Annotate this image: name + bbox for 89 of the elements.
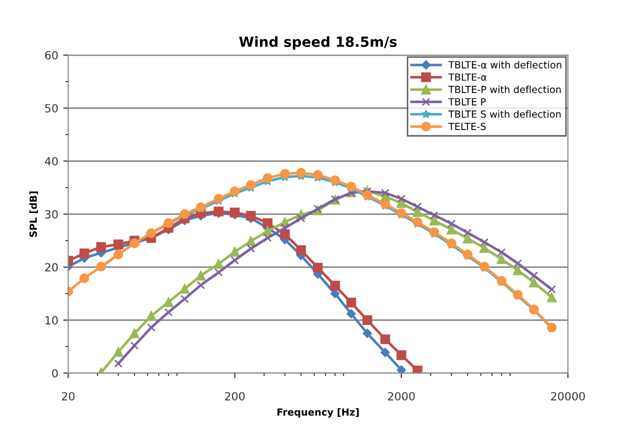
point xyxy=(512,265,523,276)
point xyxy=(230,256,239,264)
point xyxy=(412,366,422,374)
point xyxy=(480,238,489,246)
point xyxy=(280,224,290,232)
point xyxy=(246,244,256,253)
point xyxy=(246,180,256,190)
point xyxy=(214,259,224,269)
point xyxy=(330,280,340,291)
point xyxy=(396,350,406,360)
y-tick-label: 50 xyxy=(45,104,58,112)
point xyxy=(429,216,440,226)
y-tick-label: 20 xyxy=(45,263,58,272)
point xyxy=(497,248,506,256)
point xyxy=(396,198,406,208)
point xyxy=(146,311,156,321)
point xyxy=(214,268,223,277)
point xyxy=(380,348,390,358)
point xyxy=(296,168,306,178)
y-tick-label: 10 xyxy=(46,316,58,324)
x-tick-label: 20000 xyxy=(551,392,585,400)
point xyxy=(96,242,106,252)
point xyxy=(496,254,506,264)
point xyxy=(262,173,272,183)
point xyxy=(380,334,390,344)
point xyxy=(314,204,322,213)
point xyxy=(312,262,323,273)
point xyxy=(280,229,290,240)
point xyxy=(246,210,256,221)
chart-title: Wind speed 18.5m/s xyxy=(239,36,397,50)
legend-label: TBLTE-α with deflection xyxy=(448,60,562,68)
point xyxy=(479,243,490,253)
point xyxy=(130,341,139,350)
legend-label: TBLTE-α xyxy=(448,74,487,81)
point xyxy=(514,259,522,268)
y-tick-label: 40 xyxy=(44,157,58,166)
point xyxy=(196,280,205,290)
legend-label: TBLTE S with deflection xyxy=(448,110,561,118)
point xyxy=(412,207,422,217)
point xyxy=(548,285,556,294)
point xyxy=(180,294,189,304)
x-tick-label: 2000 xyxy=(388,392,415,400)
legend-label: TELTE-S xyxy=(448,122,486,130)
point xyxy=(79,248,90,258)
point xyxy=(164,297,174,307)
point xyxy=(113,347,124,357)
point xyxy=(114,359,123,368)
point xyxy=(396,365,406,374)
y-tick-label: 60 xyxy=(45,51,58,60)
point xyxy=(530,271,538,280)
point xyxy=(312,170,323,180)
point xyxy=(214,194,224,204)
point xyxy=(296,245,306,256)
point xyxy=(246,236,256,246)
point xyxy=(413,202,422,211)
point xyxy=(113,239,124,250)
point xyxy=(130,328,140,338)
point xyxy=(362,328,372,338)
point xyxy=(147,323,156,332)
point xyxy=(79,273,90,284)
point xyxy=(263,234,272,242)
point xyxy=(381,188,390,198)
point xyxy=(462,234,472,244)
legend-label: TBLTE-P with deflection xyxy=(448,86,561,94)
point xyxy=(446,224,456,234)
point xyxy=(546,292,557,302)
point xyxy=(230,246,240,257)
point xyxy=(164,308,173,316)
point xyxy=(397,194,406,203)
x-axis-title: Frequency [Hz] xyxy=(277,408,359,418)
point xyxy=(362,315,372,325)
y-axis-title: SPL [dB] xyxy=(29,191,38,237)
point xyxy=(346,298,356,308)
point xyxy=(447,219,456,228)
point xyxy=(296,214,306,223)
y-tick-label: 0 xyxy=(52,369,58,378)
point xyxy=(430,211,438,220)
x-tick-label: 200 xyxy=(224,392,245,400)
point xyxy=(230,186,240,196)
point xyxy=(230,208,240,218)
point xyxy=(196,270,206,280)
x-tick-label: 20 xyxy=(62,392,75,400)
legend-label: TBLTE P xyxy=(448,98,486,106)
y-tick-label: 30 xyxy=(45,210,58,218)
point xyxy=(280,168,290,179)
point xyxy=(180,284,190,294)
point xyxy=(346,309,356,318)
point xyxy=(463,228,472,237)
point xyxy=(529,278,539,288)
